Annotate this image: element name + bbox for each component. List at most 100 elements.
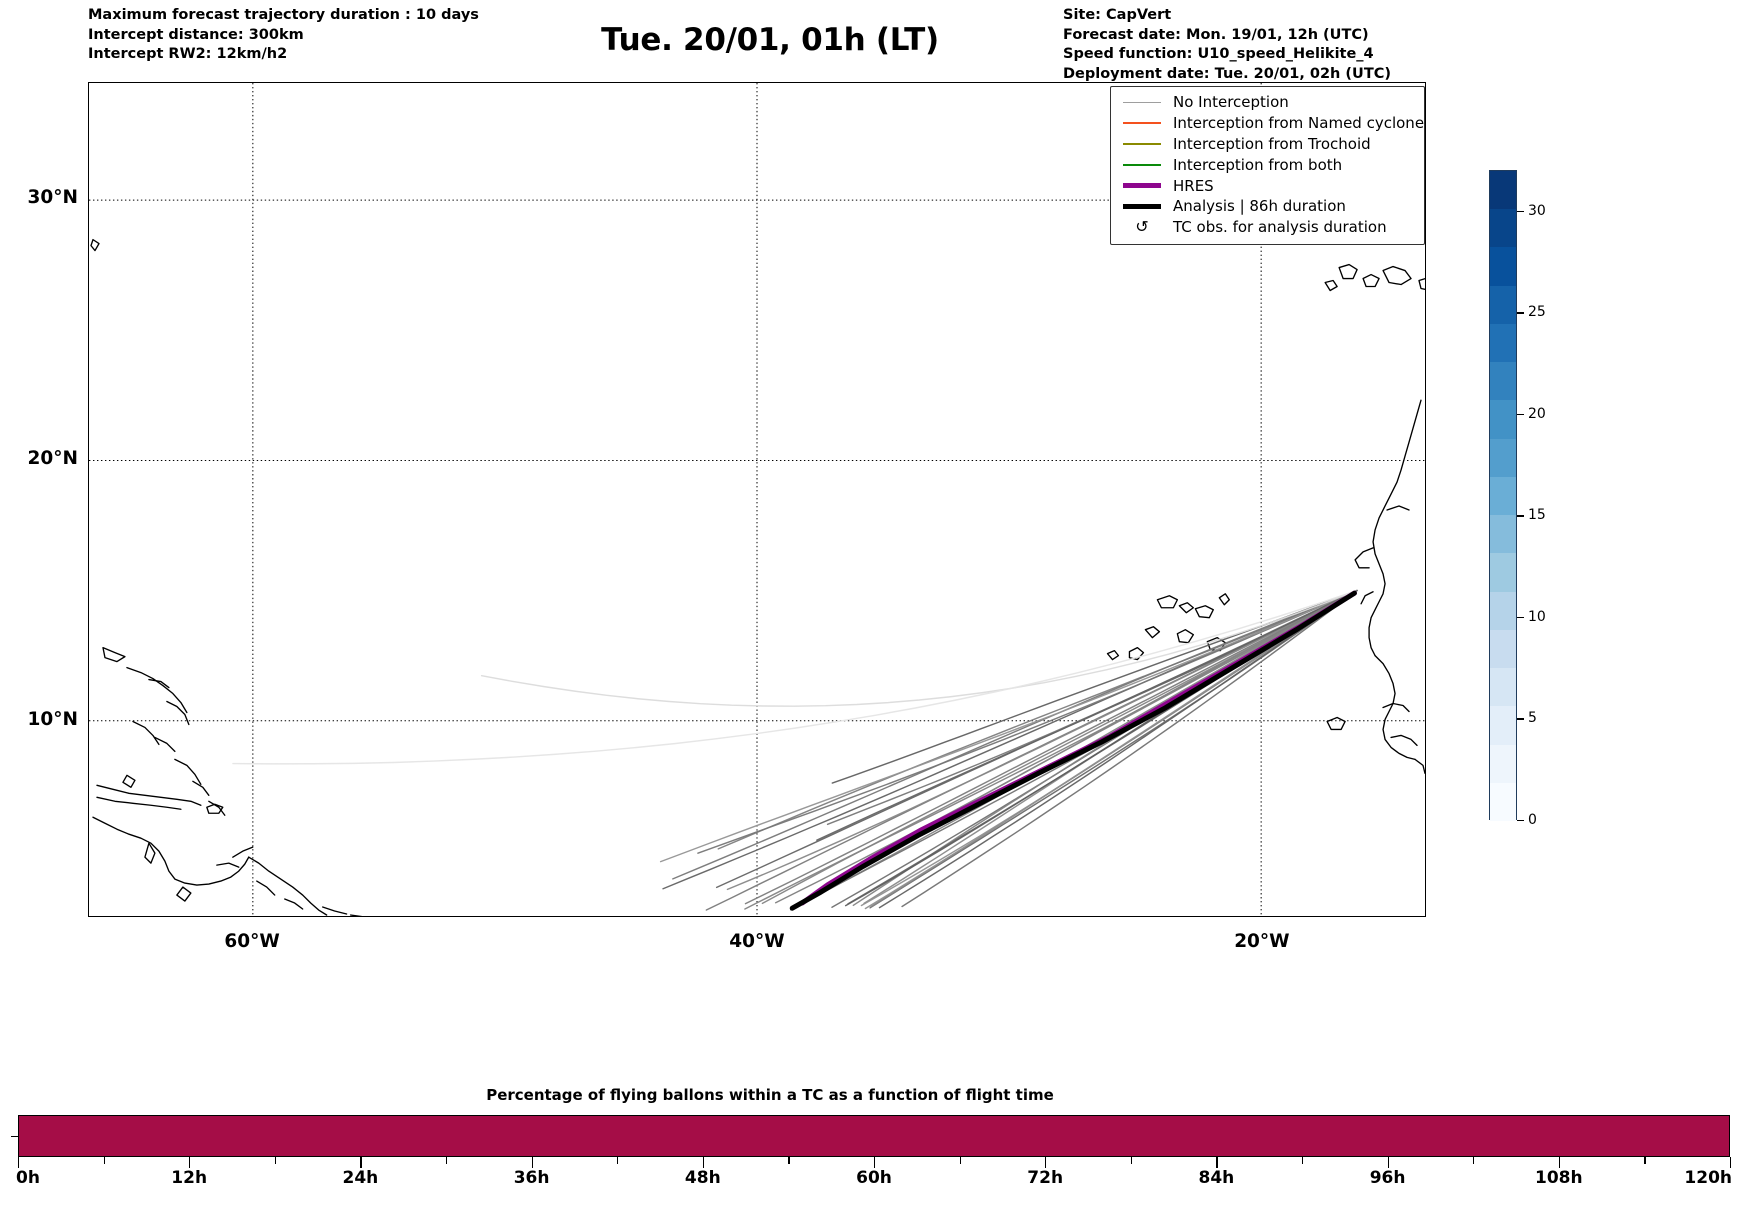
- trajectory-line: [816, 589, 1358, 841]
- legend-item-label: No Interception: [1173, 93, 1289, 112]
- trajectory-line: [715, 589, 1358, 889]
- flight-time-axes: [18, 1115, 1730, 1157]
- trajectory-line: [789, 590, 1357, 911]
- colorbar-segment: [1490, 438, 1516, 477]
- lon-tick-label: 40°W: [729, 931, 785, 952]
- flight-time-tick: [1302, 1157, 1304, 1164]
- legend-item-label: Interception from Trochoid: [1173, 134, 1371, 153]
- main-trajectories: [789, 590, 1357, 911]
- flight-time-tick: [1387, 1157, 1389, 1168]
- colorbar-segment: [1490, 171, 1516, 210]
- legend-item-2[interactable]: Interception from Trochoid: [1119, 134, 1416, 155]
- colorbar-tick-label: 10: [1528, 608, 1546, 625]
- colorbar-tick: [1517, 616, 1524, 619]
- page-title: Tue. 20/01, 01h (LT): [601, 22, 939, 58]
- flight-time-tick: [360, 1157, 362, 1168]
- legend-line-swatch: [1119, 203, 1165, 209]
- flight-time-tick: [874, 1157, 876, 1168]
- colorbar-segment: [1490, 285, 1516, 324]
- swatch: [1123, 143, 1161, 145]
- bar-y-tick: [11, 1136, 18, 1138]
- colorbar-title: Named cyclones forecast - Number of GEFS…: [1549, 170, 1748, 820]
- swatch: [1123, 101, 1161, 104]
- map-legend[interactable]: No Interception Interception from Named c…: [1110, 86, 1425, 245]
- flight-time-tick: [189, 1157, 191, 1168]
- colorbar-tick-label: 0: [1528, 812, 1537, 828]
- trajectory-line: [901, 589, 1358, 908]
- flight-time-tick: [1130, 1157, 1133, 1164]
- trajectory-line: [672, 589, 1358, 880]
- lat-tick-label: 30°N: [27, 187, 78, 209]
- legend-item-5[interactable]: Analysis | 86h duration: [1119, 196, 1416, 217]
- flight-time-tick-label: 48h: [684, 1168, 721, 1188]
- bottom-bar-title: Percentage of flying ballons within a TC…: [486, 1086, 1054, 1104]
- trajectory-line: [697, 589, 1358, 854]
- flight-time-tick-label: 72h: [1027, 1168, 1064, 1188]
- flight-time-tick-label: 12h: [171, 1168, 208, 1188]
- flight-time-tick: [1730, 1157, 1732, 1168]
- flight-time-tick-label: 36h: [513, 1168, 550, 1188]
- flight-time-tick: [788, 1157, 790, 1164]
- legend-item-label: Interception from both: [1173, 155, 1343, 174]
- flight-time-tick: [617, 1157, 619, 1164]
- flight-time-tick-label: 60h: [856, 1168, 892, 1188]
- legend-item-label: Analysis | 86h duration: [1173, 197, 1346, 216]
- lon-tick-label: 20°W: [1234, 931, 1290, 952]
- swatch: [1123, 203, 1161, 209]
- colorbar-tick: [1517, 413, 1524, 416]
- flight-time-tick: [1473, 1157, 1475, 1164]
- colorbar-tick: [1517, 820, 1524, 822]
- colorbar-segment: [1490, 476, 1516, 516]
- swatch: [1123, 122, 1161, 124]
- trajectory-line: [659, 589, 1358, 863]
- colorbar-tick-label: 25: [1528, 304, 1546, 321]
- colorbar-tick: [1517, 312, 1524, 314]
- trajectory-line: [761, 589, 1358, 905]
- flight-time-tick-label: 96h: [1369, 1168, 1406, 1188]
- map-svg: [89, 83, 1425, 916]
- legend-line-swatch: [1119, 183, 1165, 189]
- flight-time-tick: [1216, 1157, 1218, 1168]
- flight-time-tick-label: 24h: [342, 1168, 379, 1188]
- colorbar-segment: [1490, 706, 1516, 745]
- colorbar-segment: [1490, 362, 1516, 401]
- flight-time-tick: [18, 1157, 20, 1168]
- flight-time-tick: [702, 1157, 705, 1168]
- legend-item-label: Interception from Named cyclone: [1173, 114, 1425, 133]
- colorbar-tick-label: 15: [1528, 507, 1546, 524]
- flight-time-tick-label: 84h: [1198, 1168, 1235, 1188]
- map-gridlines: [89, 83, 1425, 916]
- legend-item-0[interactable]: No Interception: [1119, 92, 1416, 113]
- trajectory-line: [232, 589, 1358, 765]
- colorbar-segment: [1490, 591, 1516, 630]
- flight-time-tick-label: 0h: [16, 1168, 40, 1188]
- colorbar-segment: [1490, 209, 1516, 248]
- legend-item-label: HRES: [1173, 176, 1214, 195]
- trajectory-line: [726, 589, 1358, 891]
- flight-time-tick: [531, 1157, 533, 1168]
- flight-time-tick: [1558, 1157, 1561, 1168]
- colorbar-tick: [1517, 515, 1524, 517]
- colorbar-segment: [1490, 782, 1516, 821]
- colorbar-segment: [1490, 744, 1516, 783]
- flight-time-tick: [103, 1157, 105, 1164]
- tc-symbol-icon: ↺: [1119, 219, 1165, 235]
- legend-item-6[interactable]: ↺ TC obs. for analysis duration: [1119, 217, 1416, 238]
- legend-item-3[interactable]: Interception from both: [1119, 154, 1416, 175]
- colorbar-tick: [1517, 210, 1524, 213]
- colorbar-segment: [1490, 247, 1516, 286]
- legend-line-swatch: [1119, 143, 1165, 145]
- colorbar-gradient: [1489, 170, 1517, 821]
- lat-tick-label: 10°N: [27, 709, 78, 731]
- flight-time-tick: [1045, 1157, 1047, 1168]
- trajectory-line: [878, 589, 1358, 909]
- hurricane-glyph: ↺: [1135, 217, 1149, 237]
- legend-item-4[interactable]: HRES: [1119, 175, 1416, 196]
- legend-line-swatch: [1119, 163, 1165, 166]
- legend-item-1[interactable]: Interception from Named cyclone: [1119, 113, 1424, 134]
- flight-time-tick: [1644, 1157, 1646, 1164]
- flight-time-tick-label: 108h: [1535, 1168, 1583, 1188]
- colorbar-segment: [1490, 553, 1516, 592]
- header-right-info: Site: CapVert Forecast date: Mon. 19/01,…: [1063, 7, 1391, 82]
- lat-tick-label: 20°N: [27, 448, 78, 470]
